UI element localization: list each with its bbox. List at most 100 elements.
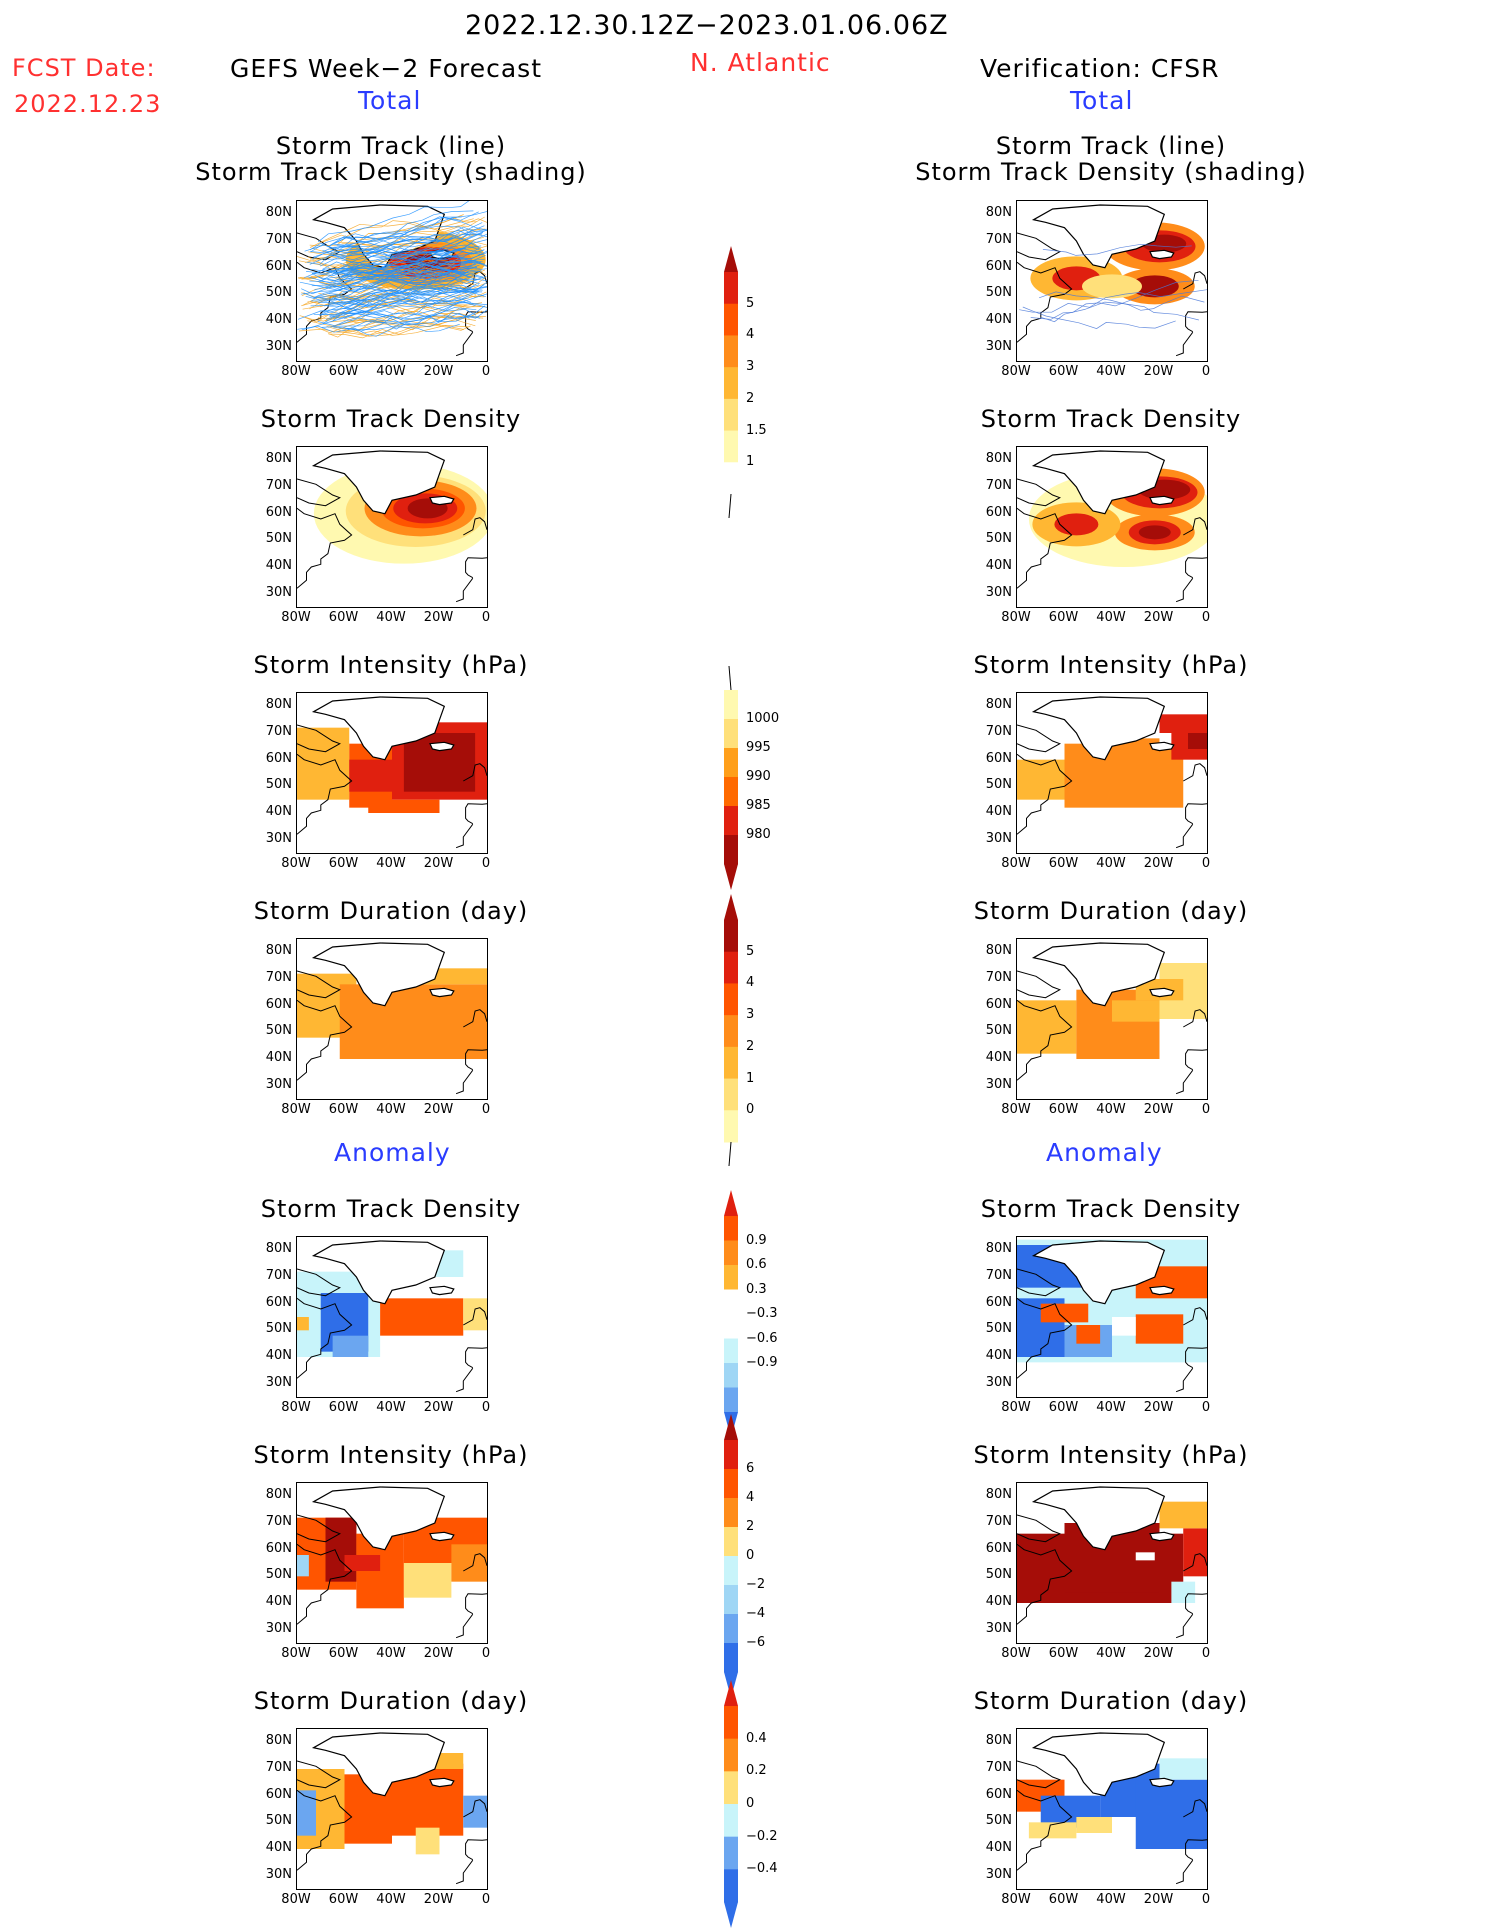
coastline	[297, 753, 353, 835]
map-panel	[1016, 1236, 1208, 1398]
lat-tick-label: 40N	[985, 558, 1012, 573]
coastline	[311, 1486, 446, 1551]
colorbar	[724, 665, 738, 890]
coastline	[1185, 1347, 1207, 1369]
colorbar-segment	[724, 719, 738, 749]
lat-tick-label: 80N	[985, 451, 1012, 467]
coastline	[463, 763, 487, 782]
colorbar-segment	[724, 462, 738, 495]
lon-tick-label: 20W	[423, 1892, 454, 1907]
storm-track-line	[317, 201, 470, 243]
lat-tick-label: 80N	[265, 451, 292, 467]
colorbar-tick-label: −0.9	[746, 1355, 778, 1370]
coastline	[1175, 1859, 1194, 1885]
lon-tick-label: 40W	[1096, 610, 1126, 625]
storm-track-line	[341, 234, 480, 264]
colorbar-segment	[724, 690, 738, 720]
lat-tick-label: 30N	[985, 1620, 1012, 1636]
lon-tick-label: 0	[481, 1892, 491, 1907]
coastline	[1149, 741, 1175, 752]
lat-tick-label: 80N	[985, 1487, 1012, 1503]
panel-title: Storm Intensity (hPa)	[973, 1441, 1249, 1469]
lon-tick-label: 20W	[1143, 364, 1174, 379]
lat-tick-label: 50N	[985, 1023, 1012, 1039]
storm-track-line	[327, 269, 484, 289]
colorbar-segment	[724, 1046, 738, 1080]
region-title: N. Atlantic	[690, 48, 831, 77]
coastline	[297, 1789, 353, 1871]
lat-tick-label: 50N	[985, 777, 1012, 793]
storm-track-line	[341, 234, 482, 247]
storm-track-line	[325, 310, 454, 323]
lon-tick-label: 0	[481, 856, 491, 871]
coastline	[1183, 517, 1207, 536]
map-panel	[1016, 200, 1208, 362]
storm-track-line	[329, 302, 487, 319]
coastline	[429, 495, 455, 506]
coastline	[1017, 232, 1061, 261]
lon-tick-label: 20W	[1143, 1102, 1174, 1117]
map-panel	[296, 1728, 488, 1890]
lon-tick-label: 20W	[423, 610, 454, 625]
shading-blob	[1130, 275, 1179, 298]
storm-track-line	[329, 210, 474, 246]
lon-tick-label: 0	[481, 1102, 491, 1117]
fcst-label: FCST Date:	[12, 54, 156, 82]
lon-tick-label: 20W	[423, 1102, 454, 1117]
storm-track-line	[329, 252, 487, 276]
storm-track-line	[341, 262, 485, 286]
coastline	[1175, 331, 1194, 357]
coastline	[429, 987, 455, 998]
storm-track-line	[332, 286, 487, 304]
colorbar-arrow	[724, 246, 738, 272]
colorbar-segment	[724, 1614, 738, 1644]
lat-tick-label: 30N	[265, 1374, 292, 1390]
lon-tick-label: 60W	[328, 1892, 359, 1907]
colorbar-arrow	[724, 894, 738, 920]
lat-tick-label: 50N	[985, 1567, 1012, 1583]
grid-cell	[368, 799, 440, 813]
lat-tick-label: 40N	[985, 804, 1012, 819]
colorbar-tick-label: 0.4	[746, 1730, 767, 1746]
storm-track-line	[314, 260, 471, 299]
lat-tick-label: 40N	[265, 1050, 292, 1065]
lat-tick-label: 70N	[985, 724, 1012, 739]
lat-tick-label: 40N	[985, 1840, 1012, 1855]
coastline	[1031, 942, 1166, 1007]
lat-tick-label: 50N	[985, 531, 1012, 547]
grid-cell	[349, 759, 392, 792]
coastline	[1017, 724, 1061, 753]
lat-tick-label: 50N	[265, 531, 292, 547]
panel-title: Storm Intensity (hPa)	[973, 651, 1249, 679]
coastline	[429, 1285, 455, 1296]
colorbar-segment	[724, 983, 738, 1016]
coastline	[1017, 970, 1061, 999]
coastline	[1017, 507, 1073, 589]
lon-tick-label: 60W	[328, 1102, 359, 1117]
colorbar-tick-label: 0	[746, 1796, 755, 1811]
grid-cell	[1159, 1758, 1207, 1780]
coastline	[1031, 204, 1166, 269]
storm-track-line	[1022, 306, 1176, 329]
coastline	[455, 331, 474, 357]
coastline	[1175, 1367, 1194, 1393]
storm-track-line	[320, 230, 486, 267]
panel-title: Storm Track Density	[260, 405, 522, 433]
coastline	[455, 577, 474, 603]
grid-cell	[332, 1335, 369, 1357]
colorbar-segment	[724, 1498, 738, 1528]
lat-tick-label: 30N	[265, 1620, 292, 1636]
coastline	[1017, 1268, 1061, 1297]
lon-tick-label: 80W	[281, 1102, 311, 1117]
colorbar-tick-label: −0.2	[746, 1828, 778, 1844]
grid-cell	[1188, 727, 1207, 749]
storm-track-line	[312, 250, 477, 262]
lon-tick-label: 0	[481, 364, 491, 379]
storm-track-line	[333, 255, 474, 272]
coastline	[1017, 1543, 1073, 1625]
coastline	[455, 1367, 474, 1393]
colorbar-tick-label: 5	[746, 943, 755, 959]
map-panel	[296, 446, 488, 608]
grid-cell	[415, 1827, 440, 1855]
lon-tick-label: 20W	[1143, 1646, 1174, 1661]
